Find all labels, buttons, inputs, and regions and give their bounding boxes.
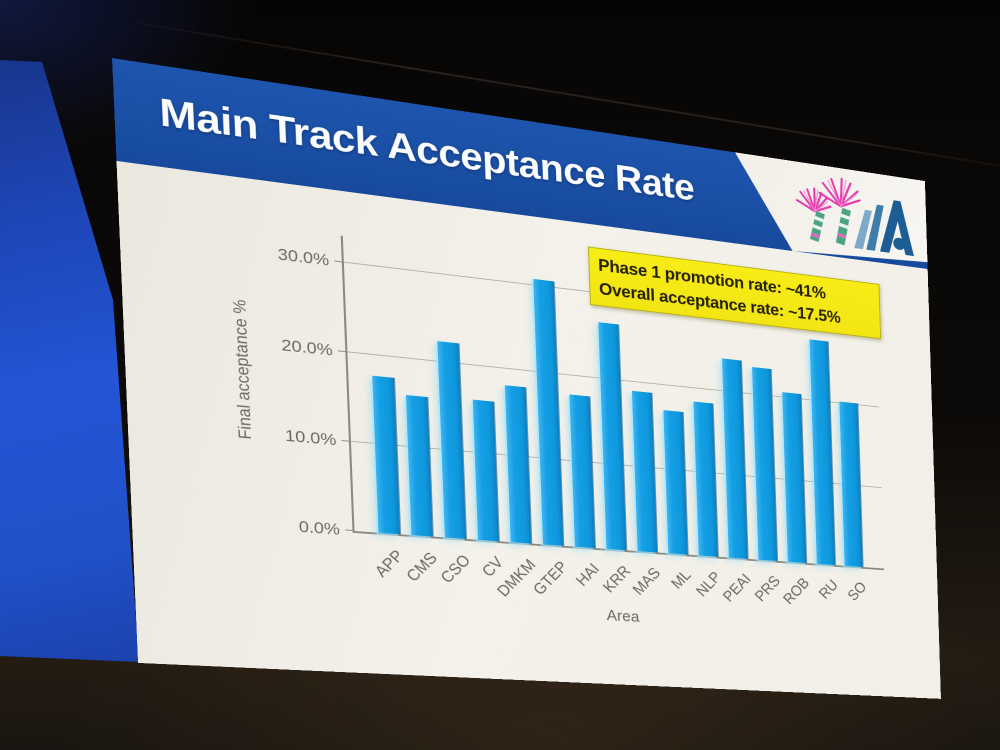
bar-KRR	[598, 322, 627, 551]
y-tick-mark	[341, 440, 349, 442]
bar-SO	[839, 401, 864, 568]
y-tick-label: 10.0%	[284, 426, 337, 450]
bar-PEAI	[721, 358, 748, 559]
bar-DMKM	[505, 385, 532, 544]
bar-CSO	[437, 340, 467, 539]
y-tick-mark	[337, 350, 346, 353]
slide: Main Track Acceptance Rate	[112, 58, 941, 699]
y-tick-mark	[345, 529, 353, 531]
bar-CMS	[406, 394, 434, 537]
bar-APP	[371, 375, 400, 535]
y-tick-labels: 30.0% 20.0% 10.0% 0.0%	[112, 58, 925, 538]
bar-HAI	[569, 394, 596, 549]
y-tick-label: 20.0%	[281, 335, 334, 360]
x-tick-labels: APP CMS CSO CV DMKM GTEP HAI KRR MAS ML NLP PEAI PRS…	[112, 58, 925, 608]
bar-MAS	[631, 391, 658, 553]
y-axis-title: Final acceptance %	[230, 298, 256, 441]
y-tick-label: 30.0%	[277, 245, 330, 270]
bar-RU	[809, 339, 835, 566]
bar-ROB	[781, 391, 806, 563]
bar-NLP	[693, 401, 718, 557]
bar-ML	[663, 410, 688, 555]
acceptance-rate-chart: Final acceptance % Area 30.0% 20.0% 10.0% 0…	[112, 58, 941, 699]
bar-CV	[472, 399, 500, 542]
y-tick-label: 0.0%	[298, 517, 341, 539]
bar-GTEP	[533, 278, 564, 546]
y-tick-mark	[334, 260, 342, 263]
